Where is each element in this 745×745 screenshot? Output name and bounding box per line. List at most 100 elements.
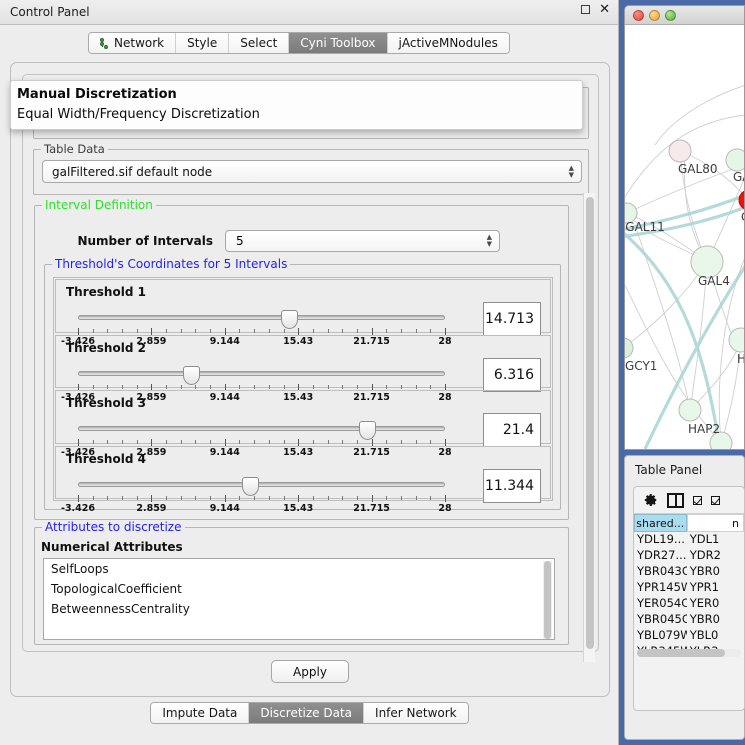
gear-icon[interactable] <box>644 493 658 507</box>
node-label-c-partial: C <box>741 210 744 224</box>
interval-definition-group: Interval Definition Number of Intervals … <box>34 199 569 520</box>
columns-icon[interactable] <box>667 492 684 508</box>
tab-select[interactable]: Select <box>229 33 290 53</box>
attributes-legend: Attributes to discretize <box>42 521 185 533</box>
table-row[interactable]: YER054C YER0 <box>634 596 744 612</box>
slider-track[interactable] <box>78 426 445 431</box>
slider-track[interactable] <box>78 481 445 487</box>
threshold-slider[interactable]: -3.426 2.859 9.144 15.43 21.715 28 <box>61 363 452 405</box>
threshold-slider[interactable]: -3.426 2.859 9.144 15.43 21.715 28 <box>61 307 452 349</box>
node-label-hap2: HAP2 <box>688 422 720 436</box>
slider-knob[interactable] <box>359 421 377 440</box>
minimize-dot-icon[interactable] <box>649 9 660 21</box>
close-icon[interactable]: ✕ <box>599 2 610 17</box>
threshold-block: Threshold 2 -3.426 2.859 9.144 15.43 21.715 28… <box>55 334 551 403</box>
stepper-updown-icon[interactable]: ▲ ▼ <box>486 233 492 248</box>
table-cell: YDL19... <box>637 532 685 546</box>
table-cell: YBL079W <box>637 628 687 642</box>
table-data-combobox[interactable]: galFiltered.sif default node ▲ ▼ <box>42 160 582 183</box>
node-label-h-partial: H <box>737 352 744 366</box>
main-tabstrip: Network Style Select Cyni Toolbox jActiv… <box>88 32 510 54</box>
threshold-slider[interactable]: -3.426 2.859 9.144 15.43 21.715 28 <box>61 418 452 460</box>
node-label-gcy1: GCY1 <box>625 359 657 373</box>
table-panel-toolbar <box>634 487 744 514</box>
tab-network-label: Network <box>114 36 165 50</box>
table-row[interactable]: YDR27... YDR2 <box>634 548 744 564</box>
table-cell: YBR0 <box>689 612 720 626</box>
slider-ticks <box>78 494 446 503</box>
table-cell: YER0 <box>689 596 720 610</box>
table-cell: YDR2 <box>689 548 721 562</box>
chevron-updown-icon: ▲ ▼ <box>568 163 574 179</box>
algorithm-dropdown-popup[interactable]: Manual Discretization Equal Width/Freque… <box>10 80 583 130</box>
threshold-title: Threshold 2 <box>66 340 146 355</box>
tab-jactivemnodules[interactable]: jActiveMNodules <box>387 33 509 53</box>
close-dot-icon[interactable] <box>633 9 644 21</box>
slider-tick-label: 2.859 <box>136 391 167 403</box>
table-row[interactable]: YBR043C YBR0 <box>634 564 744 580</box>
node-label-gal11: GAL11 <box>625 220 664 234</box>
threshold-value-field[interactable]: 14.713 <box>483 302 541 336</box>
slider-tick-label: 2.859 <box>136 336 167 347</box>
zoom-dot-icon[interactable] <box>665 9 676 21</box>
table-cell: YBR0 <box>689 564 720 578</box>
threshold-slider[interactable]: -3.426 2.859 9.144 15.43 21.715 28 <box>61 474 452 516</box>
tab-style[interactable]: Style <box>176 33 230 53</box>
tab-discretize-data[interactable]: Discretize Data <box>249 703 365 723</box>
table-horizontal-scrollbar[interactable] <box>637 649 741 657</box>
table-row[interactable]: YBR045C YBR0 <box>634 612 744 628</box>
column-header-name[interactable]: n <box>686 514 744 532</box>
threshold-value-field[interactable]: 21.4 <box>483 413 541 447</box>
column-header-shared[interactable]: shared... <box>634 514 687 532</box>
slider-tick-label: 9.144 <box>209 447 240 458</box>
slider-tick-label: 9.144 <box>209 502 240 514</box>
list-item[interactable]: TopologicalCoefficient <box>51 582 182 596</box>
slider-tick-label: 2.859 <box>136 447 167 458</box>
slider-tick-label: 21.715 <box>353 447 390 458</box>
table-row[interactable]: YDL19... YDL1 <box>634 532 744 548</box>
table-row[interactable]: YPR145W YPR1 <box>634 580 744 596</box>
slider-tick-label: -3.426 <box>61 447 95 458</box>
table-data-legend: Table Data <box>41 143 108 155</box>
attributes-list-scrollbar[interactable] <box>543 561 552 639</box>
attributes-list[interactable]: SelfLoops TopologicalCoefficient Between… <box>43 558 555 640</box>
slider-track[interactable] <box>78 315 445 320</box>
table-row[interactable]: YBL079W YBL0 <box>634 628 744 644</box>
checkbox-icon[interactable] <box>711 495 720 505</box>
slider-tick-label: 28 <box>438 502 452 514</box>
slider-knob[interactable] <box>241 476 259 496</box>
slider-knob[interactable] <box>281 310 299 329</box>
slider-track[interactable] <box>78 370 445 376</box>
slider-tick-label: 2.859 <box>136 502 167 514</box>
graph-nodes <box>625 139 744 449</box>
table-panel: Table Panel shared... n YDL19... YDL1 YDR2… <box>624 455 745 740</box>
apply-button[interactable]: Apply <box>271 660 349 683</box>
table-cell: YBL0 <box>689 628 719 642</box>
slider-tick-label: -3.426 <box>61 391 95 403</box>
panel-vertical-scrollbar[interactable] <box>583 193 595 662</box>
table-cell: YPR145W <box>637 580 687 594</box>
list-item[interactable]: BetweennessCentrality <box>51 602 190 616</box>
tab-cyni-toolbox[interactable]: Cyni Toolbox <box>289 33 388 53</box>
slider-tick-label: 28 <box>438 391 452 403</box>
cyni-content-frame: Discretization Algorithm Select algorith… <box>10 62 610 697</box>
menu-item-equal-width-frequency[interactable]: Equal Width/Frequency Discretization <box>17 107 260 122</box>
tab-network[interactable]: Network <box>89 33 177 53</box>
table-cell: YDR27... <box>637 548 687 562</box>
tab-impute-data[interactable]: Impute Data <box>151 703 250 723</box>
threshold-title: Threshold 1 <box>66 285 146 299</box>
network-canvas[interactable]: GAL80 GA C GAL11 GAL4 GCY1 H HAP2 <box>625 25 744 449</box>
slider-ticks <box>78 328 446 336</box>
maximize-icon[interactable] <box>581 5 591 14</box>
number-of-intervals-spinner[interactable]: 5 ▲ ▼ <box>225 230 500 252</box>
threshold-value-field[interactable]: 6.316 <box>483 357 541 392</box>
tab-infer-network[interactable]: Infer Network <box>364 703 468 723</box>
right-area: GAL80 GA C GAL11 GAL4 GCY1 H HAP2 Table … <box>619 0 745 745</box>
table-data-selected-value: galFiltered.sif default node <box>52 164 213 179</box>
list-item[interactable]: SelfLoops <box>51 562 109 576</box>
threshold-value-field[interactable]: 11.344 <box>483 468 541 503</box>
threshold-block: Threshold 4 -3.426 2.859 9.144 15.43 21.715 28… <box>55 445 551 514</box>
slider-knob[interactable] <box>183 365 201 385</box>
checkbox-icon[interactable] <box>693 495 702 505</box>
menu-item-manual-discretization[interactable]: Manual Discretization <box>17 87 177 102</box>
